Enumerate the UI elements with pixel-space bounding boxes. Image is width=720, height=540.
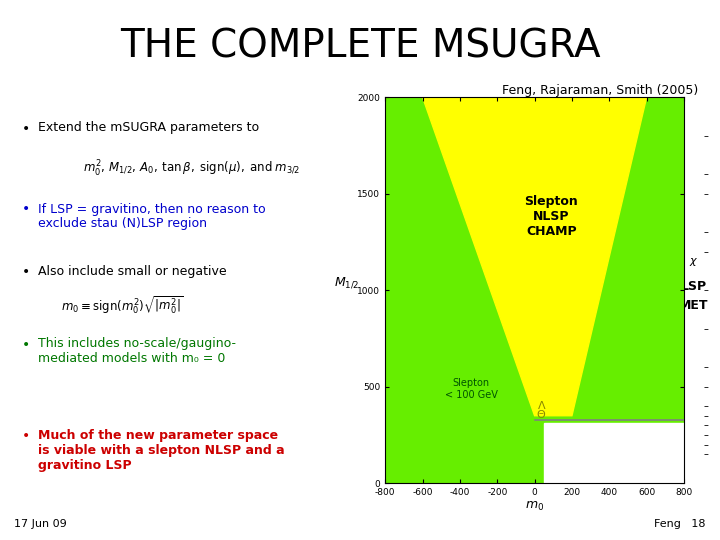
Text: –: – xyxy=(703,440,708,450)
Text: –: – xyxy=(703,285,708,295)
Text: Slepton
NLSP
CHAMP: Slepton NLSP CHAMP xyxy=(525,195,578,238)
Text: Also include small or negative: Also include small or negative xyxy=(38,265,227,278)
Text: –: – xyxy=(703,420,708,430)
Polygon shape xyxy=(544,423,684,483)
Text: •: • xyxy=(22,265,30,279)
Text: If LSP = gravitino, then no reason to
exclude stau (N)LSP region: If LSP = gravitino, then no reason to ex… xyxy=(38,202,266,231)
Text: –: – xyxy=(703,449,708,460)
Text: •: • xyxy=(22,122,30,136)
Y-axis label: $M_{1/2}$: $M_{1/2}$ xyxy=(333,275,359,291)
Text: LSP: LSP xyxy=(681,280,707,293)
Text: –: – xyxy=(703,382,708,392)
Text: THE COMPLETE MSUGRA: THE COMPLETE MSUGRA xyxy=(120,27,600,65)
Text: Feng   18: Feng 18 xyxy=(654,519,706,529)
Text: Feng, Rajaraman, Smith (2005): Feng, Rajaraman, Smith (2005) xyxy=(502,84,698,97)
Text: •: • xyxy=(22,429,30,443)
Text: $m_0 \equiv \mathrm{sign}(m_0^2)\sqrt{|m_0^2|}$: $m_0 \equiv \mathrm{sign}(m_0^2)\sqrt{|m… xyxy=(61,294,184,316)
Text: –: – xyxy=(703,131,708,141)
Text: $\chi$: $\chi$ xyxy=(689,256,699,268)
Text: Much of the new parameter space
is viable with a slepton NLSP and a
gravitino LS: Much of the new parameter space is viabl… xyxy=(38,429,285,472)
Text: •: • xyxy=(22,338,30,352)
Text: –: – xyxy=(703,430,708,440)
Text: This includes no-scale/gaugino-
mediated models with m₀ = 0: This includes no-scale/gaugino- mediated… xyxy=(38,338,236,366)
Text: •: • xyxy=(22,202,30,217)
Text: –: – xyxy=(703,227,708,238)
Text: –: – xyxy=(703,188,708,199)
Text: –: – xyxy=(703,411,708,421)
Text: –: – xyxy=(703,247,708,256)
Text: $\Lambda$: $\Lambda$ xyxy=(537,399,547,411)
Text: $\Theta$: $\Theta$ xyxy=(536,408,546,420)
Text: MET: MET xyxy=(680,299,708,312)
Text: –: – xyxy=(703,324,708,334)
X-axis label: $m_0$: $m_0$ xyxy=(525,500,544,513)
Text: Slepton
< 100 GeV: Slepton < 100 GeV xyxy=(445,378,498,400)
Polygon shape xyxy=(385,97,684,483)
Text: $m_0^2,\, M_{1/2},\, A_0,\, \tan\beta,\; \mathrm{sign}(\mu),\; \mathrm{and}\; m_: $m_0^2,\, M_{1/2},\, A_0,\, \tan\beta,\;… xyxy=(83,159,300,179)
Text: –: – xyxy=(703,170,708,179)
Text: 17 Jun 09: 17 Jun 09 xyxy=(14,519,67,529)
Text: Extend the mSUGRA parameters to: Extend the mSUGRA parameters to xyxy=(38,122,259,134)
Text: –: – xyxy=(703,362,708,373)
Text: –: – xyxy=(703,401,708,411)
Polygon shape xyxy=(423,97,647,416)
